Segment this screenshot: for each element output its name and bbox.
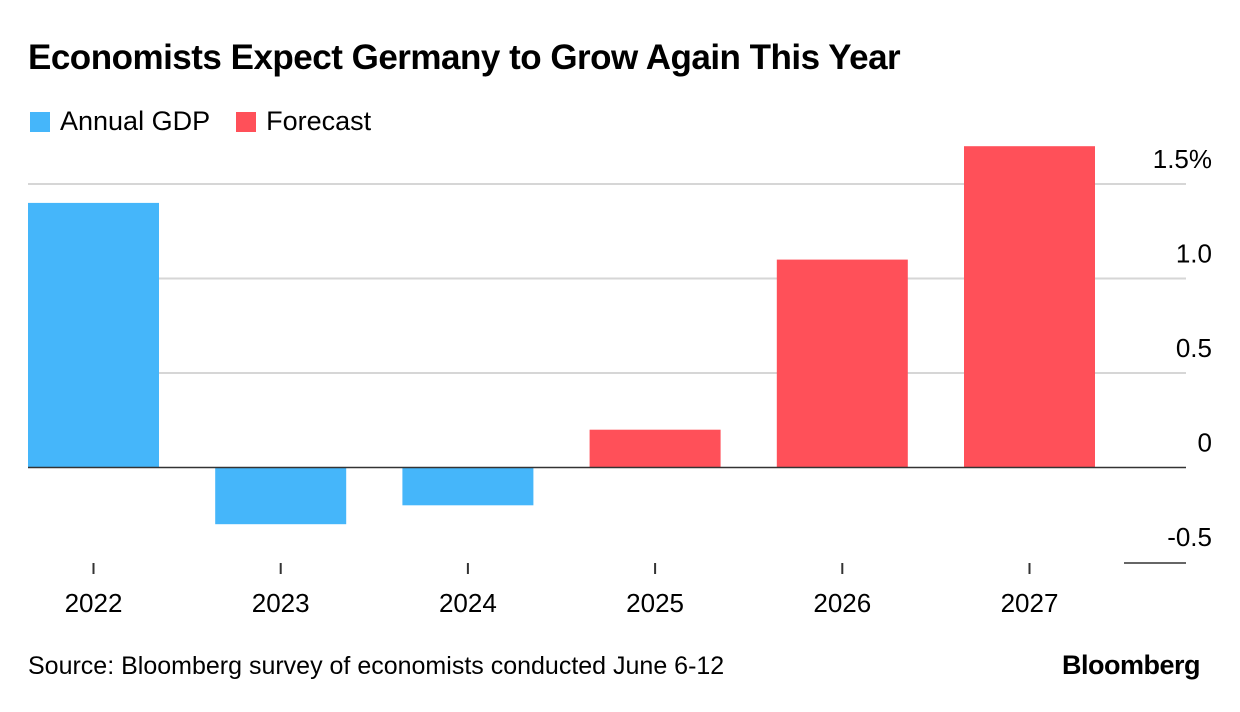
bar-2024 (402, 467, 534, 506)
x-tick-label-2024: 2024 (439, 588, 497, 618)
legend-label-annual-gdp: Annual GDP (60, 106, 211, 136)
y-tick-label-1: 0 (1198, 428, 1212, 458)
bar-2027 (964, 146, 1095, 468)
source-note: Source: Bloomberg survey of economists c… (28, 652, 725, 680)
legend-item-annual-gdp: Annual GDP (30, 106, 210, 137)
y-tick-label-4: 1.5% (1153, 144, 1212, 174)
bar-2025 (589, 429, 721, 468)
x-tick-label-2023: 2023 (252, 588, 310, 618)
legend-item-forecast: Forecast (236, 106, 371, 137)
x-tick-label-2026: 2026 (813, 588, 871, 618)
y-tick-label-0: -0.5 (1167, 522, 1212, 552)
legend-swatch-forecast (236, 111, 257, 132)
x-tick-label-2025: 2025 (626, 588, 684, 618)
y-tick-label-2: 0.5 (1176, 333, 1212, 363)
x-tick-label-2022: 2022 (65, 588, 123, 618)
brand-logo: Bloomberg (1061, 650, 1201, 680)
legend-swatch-annual-gdp (30, 111, 50, 132)
legend: Annual GDP Forecast (30, 106, 397, 137)
bar-2023 (215, 467, 347, 525)
bar-2026 (776, 259, 908, 468)
y-tick-label-3: 1.0 (1176, 239, 1212, 269)
x-tick-label-2027: 2027 (1001, 588, 1059, 618)
bar-2022 (28, 202, 159, 468)
legend-label-forecast: Forecast (266, 106, 372, 136)
chart-title: Economists Expect Germany to Grow Again … (28, 38, 901, 77)
